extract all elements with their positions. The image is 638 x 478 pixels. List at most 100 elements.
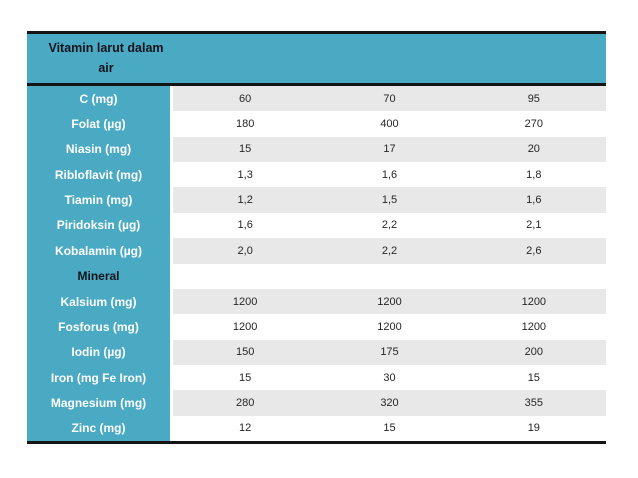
- table-row-zinc: Zinc (mg) 12 15 19: [27, 415, 606, 442]
- data-region: 1200 1200 1200: [173, 288, 606, 315]
- value-cell: 95: [527, 92, 540, 105]
- table-row-niasin: Niasin (mg) 15 17 20: [27, 136, 606, 163]
- value-cell: 1200: [521, 295, 547, 308]
- value-cell: 2,2: [381, 244, 398, 257]
- value-cell: 1,2: [237, 194, 253, 207]
- value-cell: 400: [380, 118, 399, 131]
- table-row-ribloflavit: Ribloflavit (mg) 1,3 1,6 1,8: [27, 162, 606, 188]
- value-cell: 15: [239, 143, 252, 156]
- value-cell: 1200: [377, 320, 402, 333]
- row-label: Magnesium (mg): [27, 390, 170, 416]
- value-cell: 30: [383, 371, 396, 384]
- value-cell: 70: [383, 92, 396, 105]
- table-row-iron: Iron (mg Fe Iron) 15 30 15: [27, 364, 606, 391]
- value-cell: 20: [527, 143, 540, 156]
- value-cell: [317, 264, 461, 289]
- value-cell: 1200: [232, 320, 258, 333]
- data-region: 60 70 95: [173, 86, 606, 112]
- value-cell: 1,3: [237, 168, 253, 181]
- value-cell: 355: [524, 396, 543, 409]
- column-gap: [170, 339, 173, 365]
- table-body: C (mg) 60 70 95 Folat (µg) 180 400 270 N: [27, 86, 606, 442]
- row-label: Ribloflavit (mg): [27, 162, 170, 188]
- value-cell: 150: [235, 346, 255, 359]
- column-gap: [170, 314, 173, 340]
- table-title-line1: Vitamin larut dalam: [48, 41, 164, 55]
- value-cell: 2,0: [237, 244, 253, 257]
- data-region: 2,0 2,2 2,6: [173, 238, 606, 264]
- value-cell: 1200: [232, 295, 258, 308]
- value-cell: [173, 264, 317, 289]
- row-label: Piridoksin (µg): [27, 212, 170, 239]
- column-gap: [170, 136, 173, 163]
- column-gap: [170, 212, 173, 239]
- table-row-kobalamin: Kobalamin (µg) 2,0 2,2 2,6: [27, 238, 606, 264]
- data-region: 1,3 1,6 1,8: [173, 162, 606, 188]
- data-region: 15 17 20: [173, 136, 606, 163]
- value-cell: 175: [380, 346, 399, 359]
- value-cell: 1,6: [237, 219, 253, 232]
- table-section-mineral: Mineral: [27, 263, 606, 289]
- value-cell: 1,6: [381, 168, 398, 181]
- row-label: Iodin (µg): [27, 339, 170, 365]
- value-cell: 280: [235, 396, 255, 409]
- value-cell: 1,6: [526, 194, 542, 207]
- value-cell: 15: [383, 422, 396, 435]
- column-gap: [170, 238, 173, 264]
- row-label: Tiamin (mg): [27, 187, 170, 213]
- row-label: Kalsium (mg): [27, 288, 170, 315]
- table-header: Vitamin larut dalam air: [27, 34, 606, 86]
- column-gap: [170, 86, 173, 112]
- data-region: 1200 1200 1200: [173, 314, 606, 340]
- column-gap: [170, 162, 173, 188]
- value-cell: 60: [239, 92, 252, 105]
- column-gap: [170, 288, 173, 315]
- value-cell: 2,1: [526, 219, 542, 232]
- row-label: Kobalamin (µg): [27, 238, 170, 264]
- column-gap: [170, 263, 173, 289]
- table-row-piridoksin: Piridoksin (µg) 1,6 2,2 2,1: [27, 212, 606, 239]
- table-row-iodin: Iodin (µg) 150 175 200: [27, 339, 606, 365]
- table-row-fosforus: Fosforus (mg) 1200 1200 1200: [27, 314, 606, 340]
- table-title: Vitamin larut dalam air: [27, 34, 185, 78]
- table-row-kalsium: Kalsium (mg) 1200 1200 1200: [27, 288, 606, 315]
- row-label: Folat (µg): [27, 111, 170, 137]
- value-cell: 2,2: [381, 219, 398, 232]
- row-label: Niasin (mg): [27, 136, 170, 163]
- value-cell: 17: [383, 143, 396, 156]
- value-cell: [462, 264, 606, 289]
- row-label: Fosforus (mg): [27, 314, 170, 340]
- value-cell: 180: [235, 118, 255, 131]
- value-cell: 12: [239, 422, 252, 435]
- row-label: Zinc (mg): [27, 415, 170, 442]
- value-cell: 1200: [521, 320, 547, 333]
- column-gap: [170, 415, 173, 442]
- column-gap: [170, 187, 173, 213]
- row-label: Iron (mg Fe Iron): [27, 364, 170, 391]
- column-gap: [170, 364, 173, 391]
- value-cell: 1,8: [526, 168, 542, 181]
- table-row-tiamin: Tiamin (mg) 1,2 1,5 1,6: [27, 187, 606, 213]
- value-cell: 270: [524, 118, 543, 131]
- value-cell: 15: [527, 371, 540, 384]
- data-region: 150 175 200: [173, 339, 606, 365]
- value-cell: 1200: [377, 295, 402, 308]
- table-row-c: C (mg) 60 70 95: [27, 86, 606, 112]
- value-cell: 1,5: [381, 194, 398, 207]
- table-title-line2: air: [98, 61, 114, 75]
- table-row-folat: Folat (µg) 180 400 270: [27, 111, 606, 137]
- value-cell: 15: [239, 371, 252, 384]
- data-region: 15 30 15: [173, 364, 606, 391]
- data-region: 1,2 1,5 1,6: [173, 187, 606, 213]
- data-region: 12 15 19: [173, 415, 606, 442]
- table-row-magnesium: Magnesium (mg) 280 320 355: [27, 390, 606, 416]
- row-label: C (mg): [27, 86, 170, 112]
- data-region: [173, 263, 606, 289]
- data-region: 280 320 355: [173, 390, 606, 416]
- value-cell: 2,6: [526, 244, 542, 257]
- column-gap: [170, 111, 173, 137]
- value-cell: 19: [527, 422, 540, 435]
- nutrition-table: Vitamin larut dalam air C (mg) 60 70 95 …: [27, 31, 606, 444]
- column-gap: [170, 390, 173, 416]
